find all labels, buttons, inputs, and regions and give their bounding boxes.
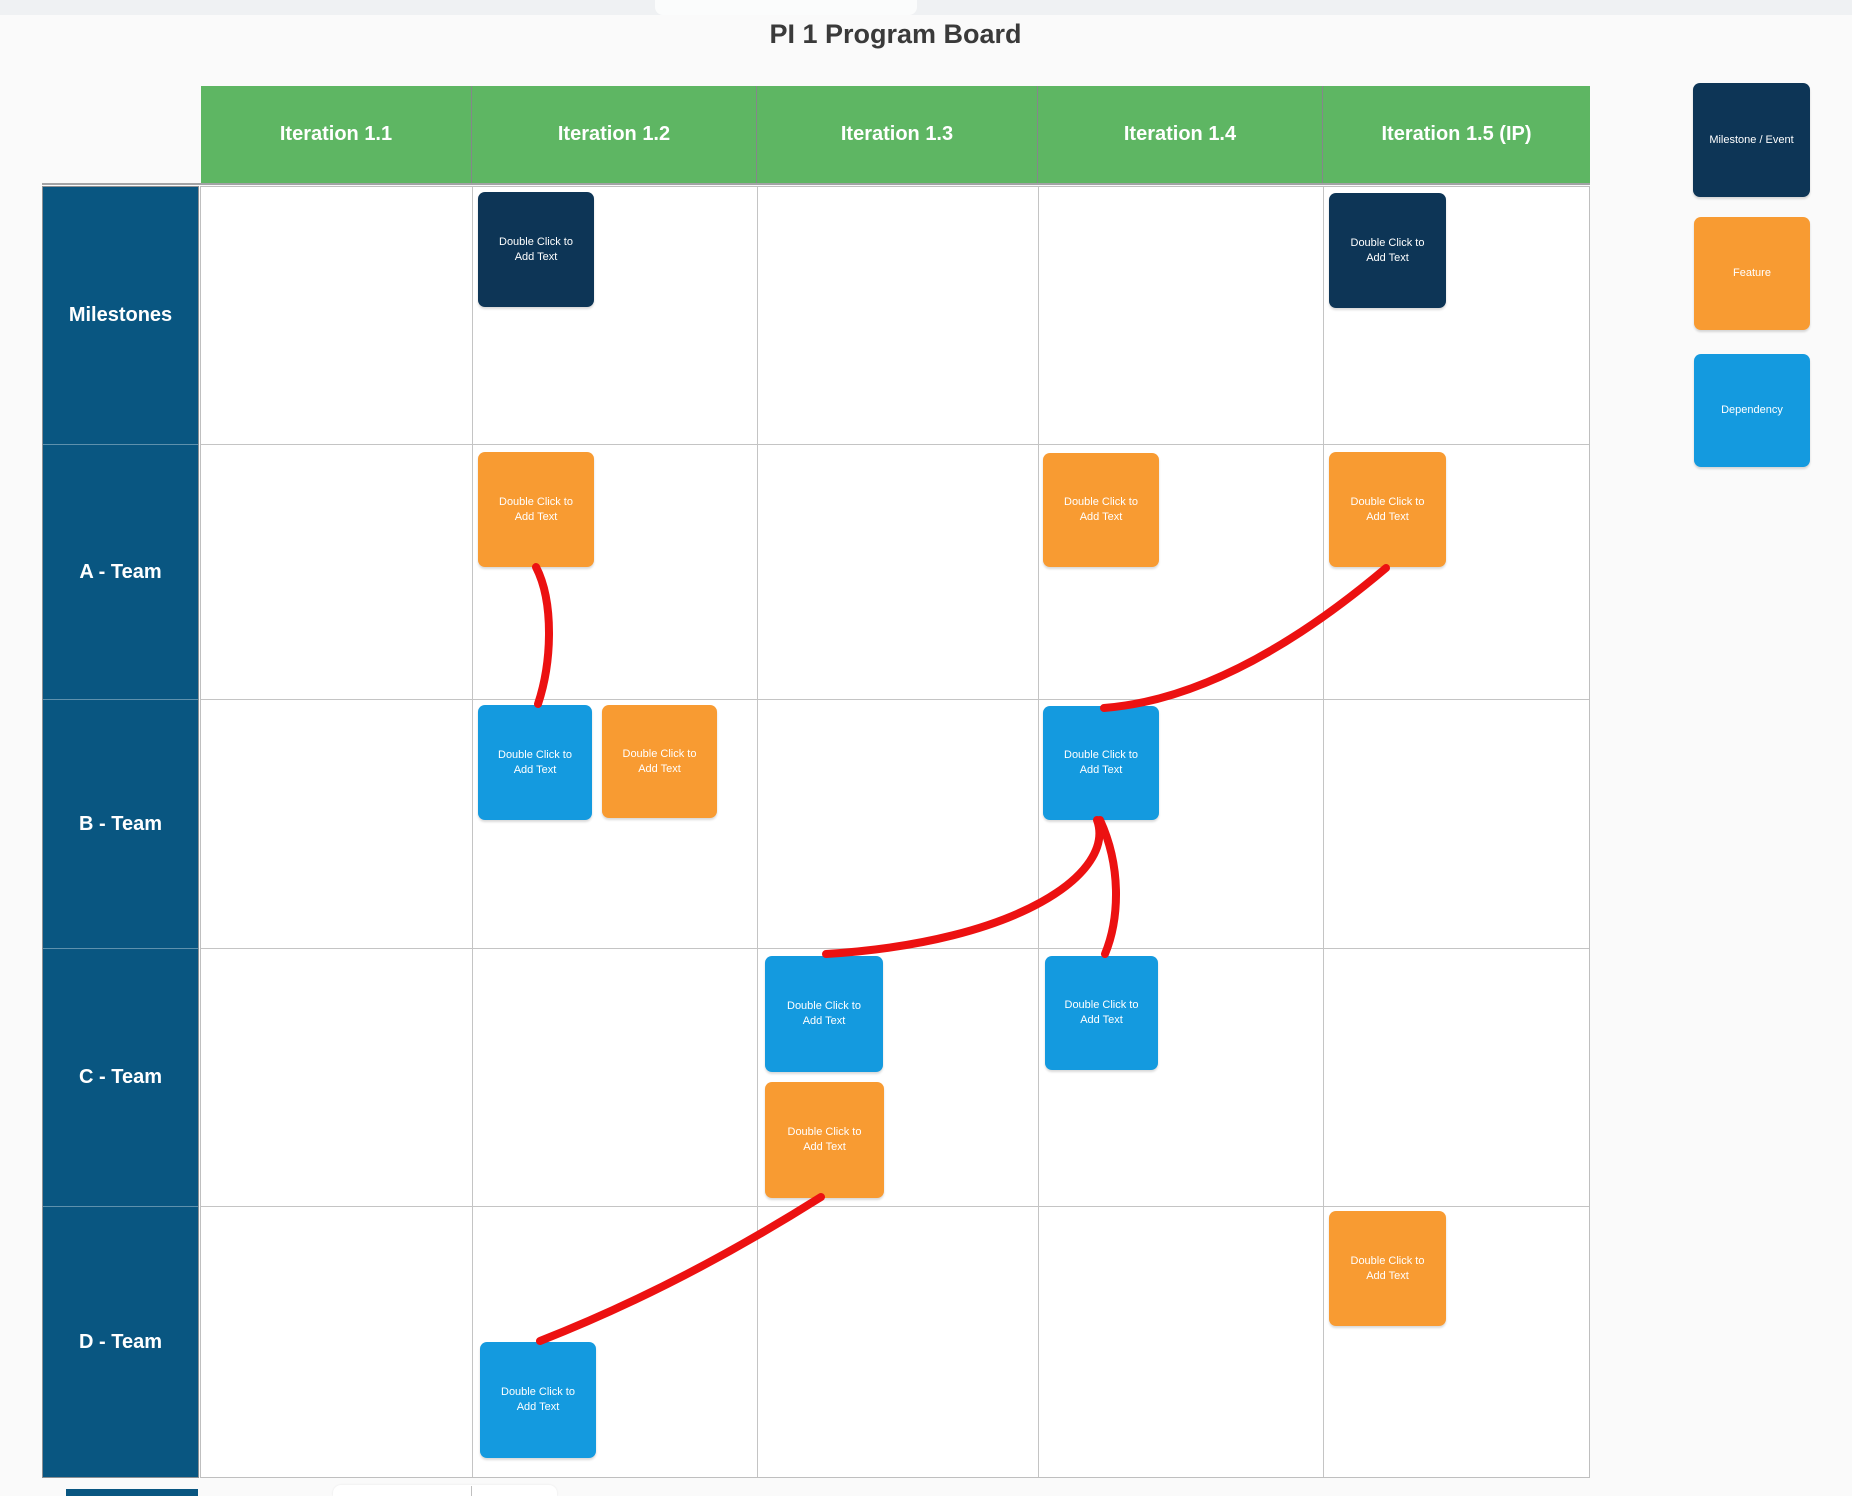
row-header-c-team[interactable]: C - Team — [43, 948, 198, 1206]
next-section-grid-line — [471, 1486, 472, 1496]
card-label: Double Click to Add Text — [499, 235, 573, 263]
top-edge-panel — [655, 0, 917, 15]
card-label: Double Click to Add Text — [787, 1126, 862, 1153]
card-milestone-iter1-5[interactable]: Double Click to Add Text — [1329, 193, 1446, 308]
header-label: Iteration 1.3 — [840, 123, 954, 145]
grid-column-line — [1323, 187, 1324, 1477]
grid-row-line — [201, 1206, 1589, 1207]
card-dependency-dteam-iter1-2[interactable]: Double Click to Add Text — [480, 1342, 596, 1458]
row-label: D - Team — [79, 1330, 162, 1353]
header-label: Iteration 1.1 — [279, 123, 393, 145]
header-label: Iteration 1.2 — [557, 123, 671, 145]
legend-label: Dependency — [1721, 404, 1783, 417]
card-dependency-cteam-iter1-4[interactable]: Double Click to Add Text — [1045, 956, 1158, 1070]
legend-feature[interactable]: Feature — [1694, 217, 1810, 330]
page-title[interactable]: PI 1 Program Board — [769, 19, 1022, 49]
legend-label: Milestone / Event — [1709, 133, 1794, 146]
next-section-card — [333, 1485, 557, 1496]
grid-column-line — [757, 187, 758, 1477]
card-label: Double Click to Add Text — [1350, 236, 1425, 264]
card-label: Double Click to Add Text — [1350, 1254, 1425, 1282]
card-feature-ateam-iter1-2[interactable]: Double Click to Add Text — [478, 452, 594, 567]
card-label: Double Click to Add Text — [1064, 496, 1138, 523]
header-label: Iteration 1.4 — [1123, 123, 1237, 145]
row-header-milestones[interactable]: Milestones — [43, 187, 198, 444]
card-feature-dteam-iter1-5[interactable]: Double Click to Add Text — [1329, 1211, 1446, 1326]
row-label: C - Team — [79, 1066, 162, 1088]
row-label: A - Team — [79, 560, 162, 583]
card-feature-ateam-iter1-4[interactable]: Double Click to Add Text — [1043, 453, 1159, 567]
header-divider-line — [42, 183, 1590, 185]
header-iteration-1-5[interactable]: Iteration 1.5 (IP) — [1322, 86, 1590, 183]
row-header-d-team[interactable]: D - Team — [43, 1206, 198, 1477]
card-label: Double Click to Add Text — [501, 1386, 575, 1413]
next-section-row-header — [66, 1489, 198, 1496]
row-label: Milestones — [68, 304, 173, 326]
header-iteration-1-2[interactable]: Iteration 1.2 — [471, 86, 756, 183]
top-edge-strip — [0, 0, 1852, 15]
header-iteration-1-4[interactable]: Iteration 1.4 — [1037, 86, 1322, 183]
card-label: Double Click to Add Text — [1350, 495, 1425, 523]
card-label: Double Click to Add Text — [1064, 749, 1138, 776]
card-feature-bteam-iter1-2[interactable]: Double Click to Add Text — [602, 705, 717, 818]
card-label: Double Click to Add Text — [1064, 999, 1139, 1026]
legend-milestone-event[interactable]: Milestone / Event — [1693, 83, 1810, 197]
card-label: Double Click to Add Text — [622, 747, 697, 775]
header-iteration-1-1[interactable]: Iteration 1.1 — [201, 86, 471, 183]
card-dependency-bteam-iter1-2[interactable]: Double Click to Add Text — [478, 705, 592, 820]
card-dependency-cteam-iter1-3[interactable]: Double Click to Add Text — [765, 956, 883, 1072]
card-dependency-bteam-iter1-4[interactable]: Double Click to Add Text — [1043, 706, 1159, 820]
grid-row-line — [201, 948, 1589, 949]
card-label: Double Click to Add Text — [499, 495, 573, 523]
legend-label: Feature — [1733, 267, 1771, 280]
card-milestone-iter1-2[interactable]: Double Click to Add Text — [478, 192, 594, 307]
card-feature-cteam-iter1-3[interactable]: Double Click to Add Text — [765, 1082, 884, 1198]
row-header-b-team[interactable]: B - Team — [43, 699, 198, 948]
grid-column-line — [1038, 187, 1039, 1477]
row-header-a-team[interactable]: A - Team — [43, 444, 198, 699]
card-label: Double Click to Add Text — [498, 748, 572, 776]
row-label: B - Team — [79, 812, 162, 835]
grid-column-line — [472, 187, 473, 1477]
row-header-column: Milestones A - Team B - Team C - Team D … — [42, 186, 199, 1478]
header-iteration-1-3[interactable]: Iteration 1.3 — [756, 86, 1037, 183]
card-feature-ateam-iter1-5[interactable]: Double Click to Add Text — [1329, 452, 1446, 567]
legend-dependency[interactable]: Dependency — [1694, 354, 1810, 467]
grid-row-line — [201, 444, 1589, 445]
grid-row-line — [201, 699, 1589, 700]
card-label: Double Click to Add Text — [787, 1000, 861, 1027]
header-label: Iteration 1.5 (IP) — [1381, 123, 1532, 145]
